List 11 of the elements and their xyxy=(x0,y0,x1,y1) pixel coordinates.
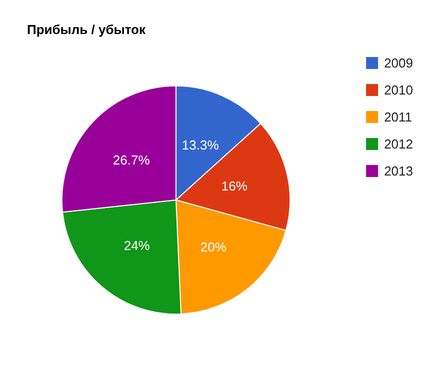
legend-label: 2011 xyxy=(384,110,412,124)
data-label: 26.7% xyxy=(112,152,150,168)
data-label: 20% xyxy=(200,239,227,254)
data-label: 13.3% xyxy=(182,138,220,153)
legend-label: 2013 xyxy=(384,164,413,178)
data-label: 24% xyxy=(124,238,150,254)
legend-label: 2009 xyxy=(384,56,413,70)
data-label: 16% xyxy=(221,178,248,194)
legend-label: 2010 xyxy=(384,82,413,98)
chart-title: Прибыль / убыток xyxy=(27,22,146,37)
legend-label: 2012 xyxy=(384,136,413,152)
